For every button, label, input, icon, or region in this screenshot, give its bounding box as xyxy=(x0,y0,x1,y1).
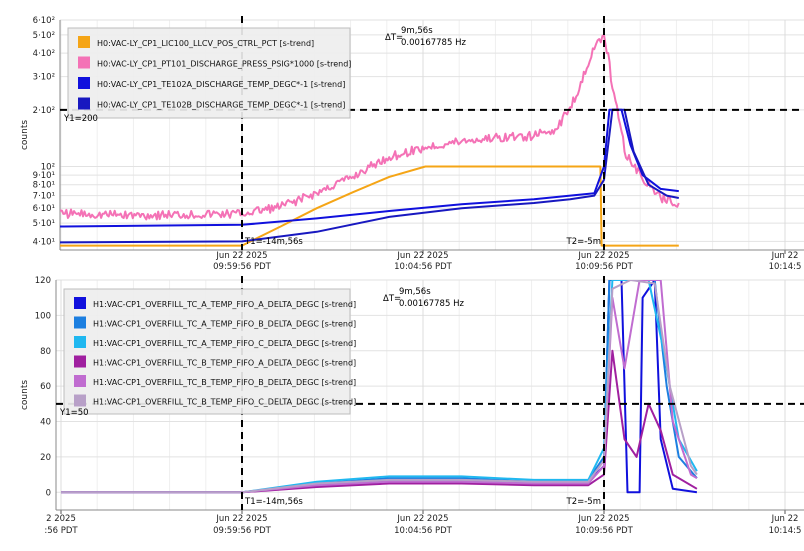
y-tick-label: 4·10¹ xyxy=(33,237,55,247)
x-tick-time: 10:14:5 xyxy=(769,262,802,272)
legend-entry: H1:VAC-CP1_OVERFILL_TC_A_TEMP_FIFO_C_DEL… xyxy=(93,339,356,348)
legend-box xyxy=(67,27,351,119)
delta-t-prefix: ΔT= xyxy=(383,294,401,304)
legend-swatch xyxy=(78,77,90,89)
series-group xyxy=(60,33,680,247)
legend-entry: H1:VAC-CP1_OVERFILL_TC_A_TEMP_FIFO_A_DEL… xyxy=(93,300,356,309)
t2-cursor-label: T2=-5m xyxy=(566,497,601,507)
y-tick-label: 100 xyxy=(35,311,51,321)
legend-entry: H1:VAC-CP1_OVERFILL_TC_B_TEMP_FIFO_C_DEL… xyxy=(93,398,356,407)
legend-swatch xyxy=(74,394,86,407)
legend-swatch xyxy=(78,36,90,48)
x-tick-date: Jun 22 xyxy=(771,514,799,524)
y-tick-label: 120 xyxy=(35,276,51,286)
x-tick-date: Jun 22 2025 xyxy=(577,251,629,261)
series-line xyxy=(60,165,679,247)
x-tick-date: Jun 22 2025 xyxy=(215,251,267,261)
y-tick-label: 80 xyxy=(40,347,51,357)
t2-cursor-label: T2=-5m xyxy=(566,237,601,247)
legend-box xyxy=(63,288,351,415)
delta-t-prefix: ΔT= xyxy=(385,33,403,43)
y-tick-label: 2·10² xyxy=(33,106,55,116)
delta-t-time: 9m,56s xyxy=(399,287,431,297)
x-tick-date: Jun 22 2025 xyxy=(396,514,448,524)
delta-t-frequency: 0.00167785 Hz xyxy=(399,299,464,309)
delta-t-time: 9m,56s xyxy=(401,26,433,36)
series-group xyxy=(61,280,698,494)
legend-entry: H0:VAC-LY_CP1_LIC100_LLCV_POS_CTRL_PCT [… xyxy=(97,39,314,48)
y-tick-label: 40 xyxy=(40,418,51,428)
x-tick-time: 09:59:56 PDT xyxy=(213,526,272,536)
x-tick-time: 10:09:56 PDT xyxy=(575,262,634,272)
y-tick-label: 5·10¹ xyxy=(33,219,55,229)
legend-entry: H0:VAC-LY_CP1_TE102A_DISCHARGE_TEMP_DEGC… xyxy=(97,80,345,89)
y-tick-label: 5·10² xyxy=(33,31,55,41)
series-line xyxy=(60,33,680,221)
legend-swatch xyxy=(78,97,90,110)
x-tick-date: Jun 22 2025 xyxy=(215,514,267,524)
x-tick-date: 2 2025 xyxy=(46,514,76,524)
y-tick-label: 4·10² xyxy=(33,49,55,59)
y-tick-label: 9·10¹ xyxy=(33,171,55,181)
legend-entry: H1:VAC-CP1_OVERFILL_TC_B_TEMP_FIFO_B_DEL… xyxy=(93,378,356,387)
y-tick-label: 6·10² xyxy=(33,16,55,26)
x-tick-time: :56 PDT xyxy=(44,526,78,536)
legend-entry: H0:VAC-LY_CP1_PT101_DISCHARGE_PRESS_PSIG… xyxy=(97,60,351,69)
y-tick-label: 20 xyxy=(40,453,51,463)
x-tick-date: Jun 22 xyxy=(771,251,799,261)
legend-swatch xyxy=(74,375,86,387)
y1-cursor-label: Y1=200 xyxy=(63,114,98,124)
y-tick-label: 6·10¹ xyxy=(33,204,55,214)
legend-swatch xyxy=(74,355,86,368)
y-tick-label: 7·10¹ xyxy=(33,192,55,202)
legend-swatch xyxy=(74,336,86,348)
legend-entry: H0:VAC-LY_CP1_TE102B_DISCHARGE_TEMP_DEGC… xyxy=(97,101,345,110)
x-tick-time: 10:09:56 PDT xyxy=(575,526,634,536)
y-tick-label: 3·10² xyxy=(33,73,55,83)
series-line xyxy=(61,280,698,494)
y-tick-label: 8·10¹ xyxy=(33,181,55,191)
delta-t-frequency: 0.00167785 Hz xyxy=(401,38,466,48)
x-tick-time: 10:04:56 PDT xyxy=(394,262,453,272)
t1-cursor-label: T1=-14m,56s xyxy=(244,497,303,507)
x-tick-date: Jun 22 2025 xyxy=(396,251,448,261)
legend-swatch xyxy=(78,56,90,69)
bottom-chart-panel[interactable]: 0 20 40 60 80 100 120 2 2025 :56 PDT Jun 22 2025 0… xyxy=(20,276,804,536)
y-axis-title: counts xyxy=(20,380,30,410)
x-tick-time: 10:14:5 xyxy=(769,526,802,536)
y1-cursor-label: Y1=50 xyxy=(59,408,89,418)
y-tick-label: 0 xyxy=(46,488,51,498)
legend-entry: H1:VAC-CP1_OVERFILL_TC_A_TEMP_FIFO_B_DEL… xyxy=(93,320,356,329)
x-tick-time: 09:59:56 PDT xyxy=(213,262,272,272)
y-axis-title: counts xyxy=(20,120,30,150)
series-line xyxy=(60,108,679,244)
x-tick-time: 10:04:56 PDT xyxy=(394,526,453,536)
t1-cursor-label: T1=-14m,56s xyxy=(244,237,303,247)
legend-entry: H1:VAC-CP1_OVERFILL_TC_B_TEMP_FIFO_A_DEL… xyxy=(93,359,356,368)
legend-swatch xyxy=(74,316,86,329)
x-tick-date: Jun 22 2025 xyxy=(577,514,629,524)
legend-swatch xyxy=(74,297,86,309)
y-tick-label: 60 xyxy=(40,382,51,392)
y-tick-label: 10² xyxy=(41,162,55,172)
